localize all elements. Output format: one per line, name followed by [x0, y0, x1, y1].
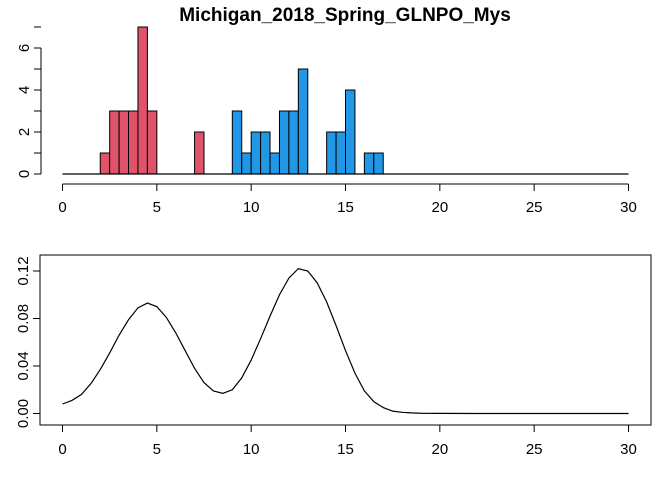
histogram-bar [137, 26, 148, 175]
histogram-bars-group-2 [231, 68, 384, 175]
histogram-bar [326, 131, 337, 175]
x-tick-label: 30 [620, 199, 637, 216]
density-y-axis: 0.00 0.04 0.08 0.12 [15, 256, 41, 428]
y-tick-label: 6 [16, 44, 33, 52]
x-tick-label: 5 [153, 441, 161, 458]
x-tick-label: 10 [243, 441, 260, 458]
y-tick-label: 0.12 [15, 256, 32, 285]
x-tick-label: 15 [337, 199, 354, 216]
histogram-bar [109, 110, 120, 175]
x-tick-label: 0 [58, 441, 66, 458]
x-tick-label: 5 [153, 199, 161, 216]
histogram-bar [146, 110, 158, 175]
density-plot-box [39, 254, 652, 426]
x-tick-label: 0 [58, 199, 66, 216]
histogram-bar [363, 152, 375, 175]
x-tick-label: 25 [526, 441, 543, 458]
density-panel: 0 5 10 15 20 25 30 0.00 0.04 0.08 0.12 [15, 254, 652, 458]
y-tick-label: 4 [16, 86, 33, 94]
histogram-bar [128, 110, 139, 175]
y-tick-label: 0.04 [15, 351, 32, 380]
histogram-bar [194, 131, 205, 175]
x-tick-label: 15 [337, 441, 354, 458]
histogram-bar [373, 152, 384, 175]
histogram-bar [241, 152, 252, 175]
histogram-bar [231, 110, 243, 175]
histogram-bar [260, 131, 271, 175]
histogram-bar [118, 110, 130, 175]
x-tick-label: 30 [620, 441, 637, 458]
y-tick-label: 2 [16, 128, 33, 136]
histogram-panel: Michigan_2018_Spring_GLNPO_Mys 0 5 10 15 20 2… [16, 5, 637, 216]
x-tick-label: 20 [431, 441, 448, 458]
x-tick-label: 10 [243, 199, 260, 216]
density-x-axis: 0 5 10 15 20 25 30 [58, 424, 637, 458]
histogram-bar [288, 110, 299, 175]
histogram-y-axis: 0 2 4 6 [16, 26, 42, 178]
histogram-bar [269, 152, 280, 175]
histogram-bar [99, 152, 111, 175]
x-tick-label: 25 [526, 199, 543, 216]
histogram-x-axis: 0 5 10 15 20 25 30 [58, 183, 637, 216]
histogram-bars-group-1 [99, 26, 205, 175]
y-tick-label: 0 [16, 170, 33, 178]
y-tick-label: 0.00 [15, 399, 32, 428]
density-curve [62, 267, 629, 415]
x-tick-label: 20 [431, 199, 448, 216]
histogram-bar [297, 68, 309, 175]
histogram-bar [345, 89, 356, 175]
histogram-title: Michigan_2018_Spring_GLNPO_Mys [179, 5, 511, 26]
histogram-bar [335, 131, 347, 175]
histogram-bar [278, 110, 290, 175]
y-tick-label: 0.08 [15, 304, 32, 333]
histogram-bar [250, 131, 262, 175]
